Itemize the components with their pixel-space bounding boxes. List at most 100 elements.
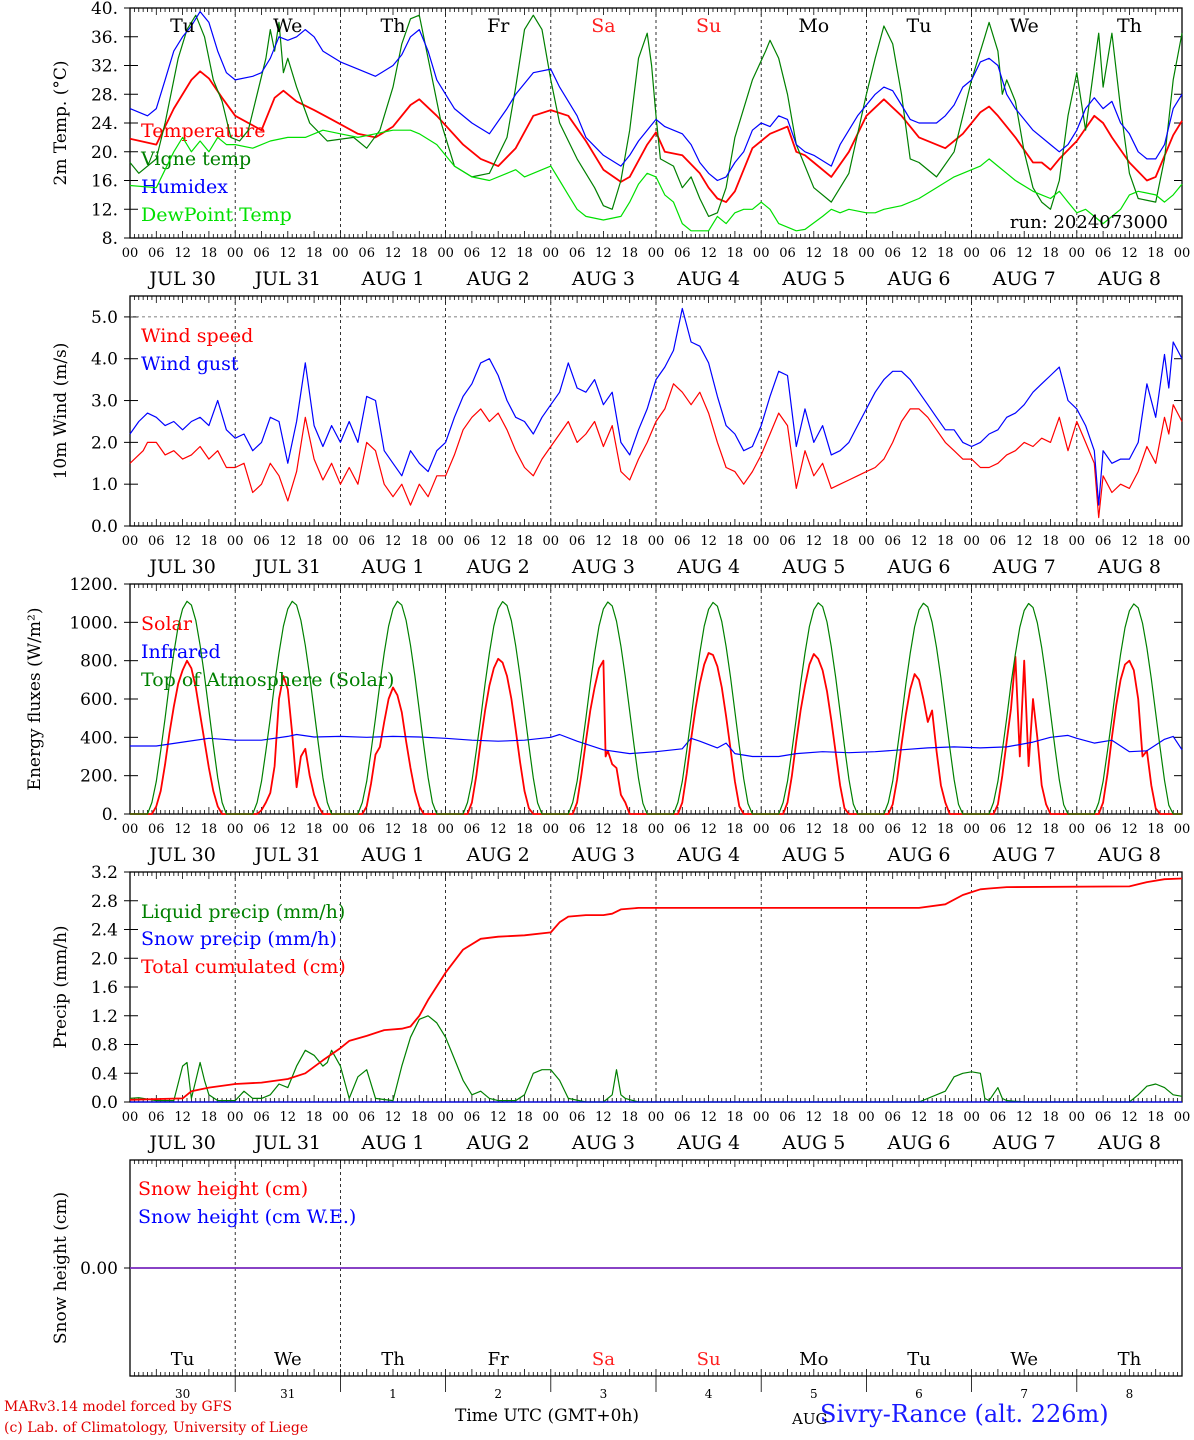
date-label: JUL 30	[147, 1132, 215, 1154]
hour-tick-label: 06	[148, 246, 165, 261]
snow-panel: 0.00 Snow height (cm) Snow height (cm) Snow…	[51, 1159, 1183, 1377]
hour-tick-label: 06	[148, 822, 165, 837]
date-label: AUG 5	[781, 268, 845, 290]
date-label: AUG 4	[676, 556, 740, 578]
y-tick-label: 1200.	[69, 575, 118, 595]
hour-tick-label: 06	[358, 1110, 375, 1125]
hour-tick-label: 00	[122, 1110, 139, 1125]
date-label: AUG 3	[571, 844, 635, 866]
hour-tick-label: 18	[727, 822, 744, 837]
hour-tick-label: 12	[1121, 822, 1138, 837]
hour-tick-label: 18	[306, 534, 323, 549]
day-number: 7	[1020, 1387, 1028, 1401]
hour-tick-label: 00	[437, 1110, 454, 1125]
hour-tick-label: 00	[1069, 246, 1086, 261]
day-name-bottom: Th	[1118, 1349, 1142, 1370]
y-tick-label: 0.8	[91, 1036, 118, 1056]
day-number: 2	[494, 1387, 502, 1401]
hour-tick-label: 18	[621, 534, 638, 549]
date-label: AUG 6	[886, 1132, 950, 1154]
station-label: Sivry-Rance (alt. 226m)	[820, 1400, 1109, 1428]
hour-tick-label: 00	[122, 246, 139, 261]
hour-tick-label: 12	[1016, 246, 1033, 261]
hour-tick-label: 06	[569, 822, 586, 837]
date-label: AUG 4	[676, 1132, 740, 1154]
y-tick-label: 28.	[91, 85, 118, 105]
hour-tick-label: 00	[963, 534, 980, 549]
y-tick-label: 5.0	[91, 308, 118, 328]
y-tick-label: 12.	[91, 200, 118, 220]
hour-tick-label: 06	[253, 1110, 270, 1125]
date-label: AUG 1	[360, 1132, 424, 1154]
hour-tick-label: 12	[385, 1110, 402, 1125]
hour-tick-label: 06	[884, 534, 901, 549]
hour-tick-label: 06	[884, 246, 901, 261]
hour-tick-label: 12	[490, 822, 507, 837]
hour-tick-label: 12	[385, 534, 402, 549]
hour-tick-label: 00	[1069, 822, 1086, 837]
hour-tick-label: 06	[569, 246, 586, 261]
hour-tick-label: 18	[516, 534, 533, 549]
hour-tick-label: 12	[911, 534, 928, 549]
hour-tick-label: 00	[963, 1110, 980, 1125]
hour-tick-label: 18	[516, 1110, 533, 1125]
hour-tick-label: 06	[1095, 822, 1112, 837]
hour-tick-label: 06	[884, 822, 901, 837]
day-name-top: We	[1010, 15, 1039, 37]
hour-tick-label: 12	[806, 534, 823, 549]
hour-tick-label: 00	[1069, 534, 1086, 549]
hour-tick-label: 18	[621, 1110, 638, 1125]
time-axis-label: Time UTC (GMT+0h)	[455, 1406, 640, 1426]
date-label: AUG 4	[676, 268, 740, 290]
y-tick-label: 3.2	[91, 863, 118, 883]
hour-tick-label: 06	[358, 822, 375, 837]
hour-tick-label: 00	[858, 1110, 875, 1125]
hour-tick-label: 06	[779, 246, 796, 261]
hour-tick-label: 12	[1016, 1110, 1033, 1125]
hour-tick-label: 18	[1147, 822, 1164, 837]
hour-tick-label: 00	[858, 246, 875, 261]
hour-tick-label: 00	[753, 534, 770, 549]
hour-tick-label: 18	[306, 822, 323, 837]
hour-tick-label: 18	[832, 1110, 849, 1125]
hour-tick-label: 12	[700, 1110, 717, 1125]
y-tick-label: 36.	[91, 28, 118, 48]
date-label: JUL 31	[253, 268, 321, 290]
hour-tick-label: 18	[621, 822, 638, 837]
hour-tick-label: 12	[280, 246, 297, 261]
hour-tick-label: 00	[648, 1110, 665, 1125]
hour-tick-label: 12	[911, 1110, 928, 1125]
date-label: AUG 8	[1097, 1132, 1161, 1154]
date-label: AUG 2	[466, 268, 530, 290]
day-number: 30	[175, 1387, 190, 1401]
date-label: JUL 31	[253, 844, 321, 866]
hour-tick-label: 18	[306, 246, 323, 261]
hour-tick-label: 06	[148, 534, 165, 549]
y-tick-label: 2.0	[91, 433, 118, 453]
y-tick-label: 2.8	[91, 892, 118, 912]
hour-tick-label: 06	[358, 246, 375, 261]
hour-tick-label: 18	[1042, 534, 1059, 549]
date-label: AUG 4	[676, 844, 740, 866]
hour-tick-label: 12	[174, 246, 191, 261]
hour-tick-label: 00	[227, 822, 244, 837]
hour-tick-label: 00	[437, 246, 454, 261]
y-tick-label: 8.	[102, 229, 118, 249]
hour-tick-label: 12	[1121, 246, 1138, 261]
legend-entry: Wind speed	[141, 325, 253, 347]
date-label: AUG 5	[781, 556, 845, 578]
y-tick-label: 1000.	[69, 613, 118, 633]
date-label: AUG 5	[781, 844, 845, 866]
hour-tick-label: 06	[990, 822, 1007, 837]
hour-tick-label: 06	[464, 822, 481, 837]
hour-tick-label: 06	[464, 534, 481, 549]
hour-tick-label: 12	[911, 246, 928, 261]
day-number: 1	[389, 1387, 397, 1401]
liquid-precip-mm-h-line	[129, 1015, 1183, 1103]
hour-tick-label: 18	[201, 1110, 218, 1125]
y-axis-label: Precip (mm/h)	[51, 925, 71, 1048]
y-tick-label: 0.	[102, 805, 118, 825]
hour-tick-label: 06	[779, 1110, 796, 1125]
date-label: JUL 31	[253, 1132, 321, 1154]
wind-speed-line	[129, 383, 1183, 519]
